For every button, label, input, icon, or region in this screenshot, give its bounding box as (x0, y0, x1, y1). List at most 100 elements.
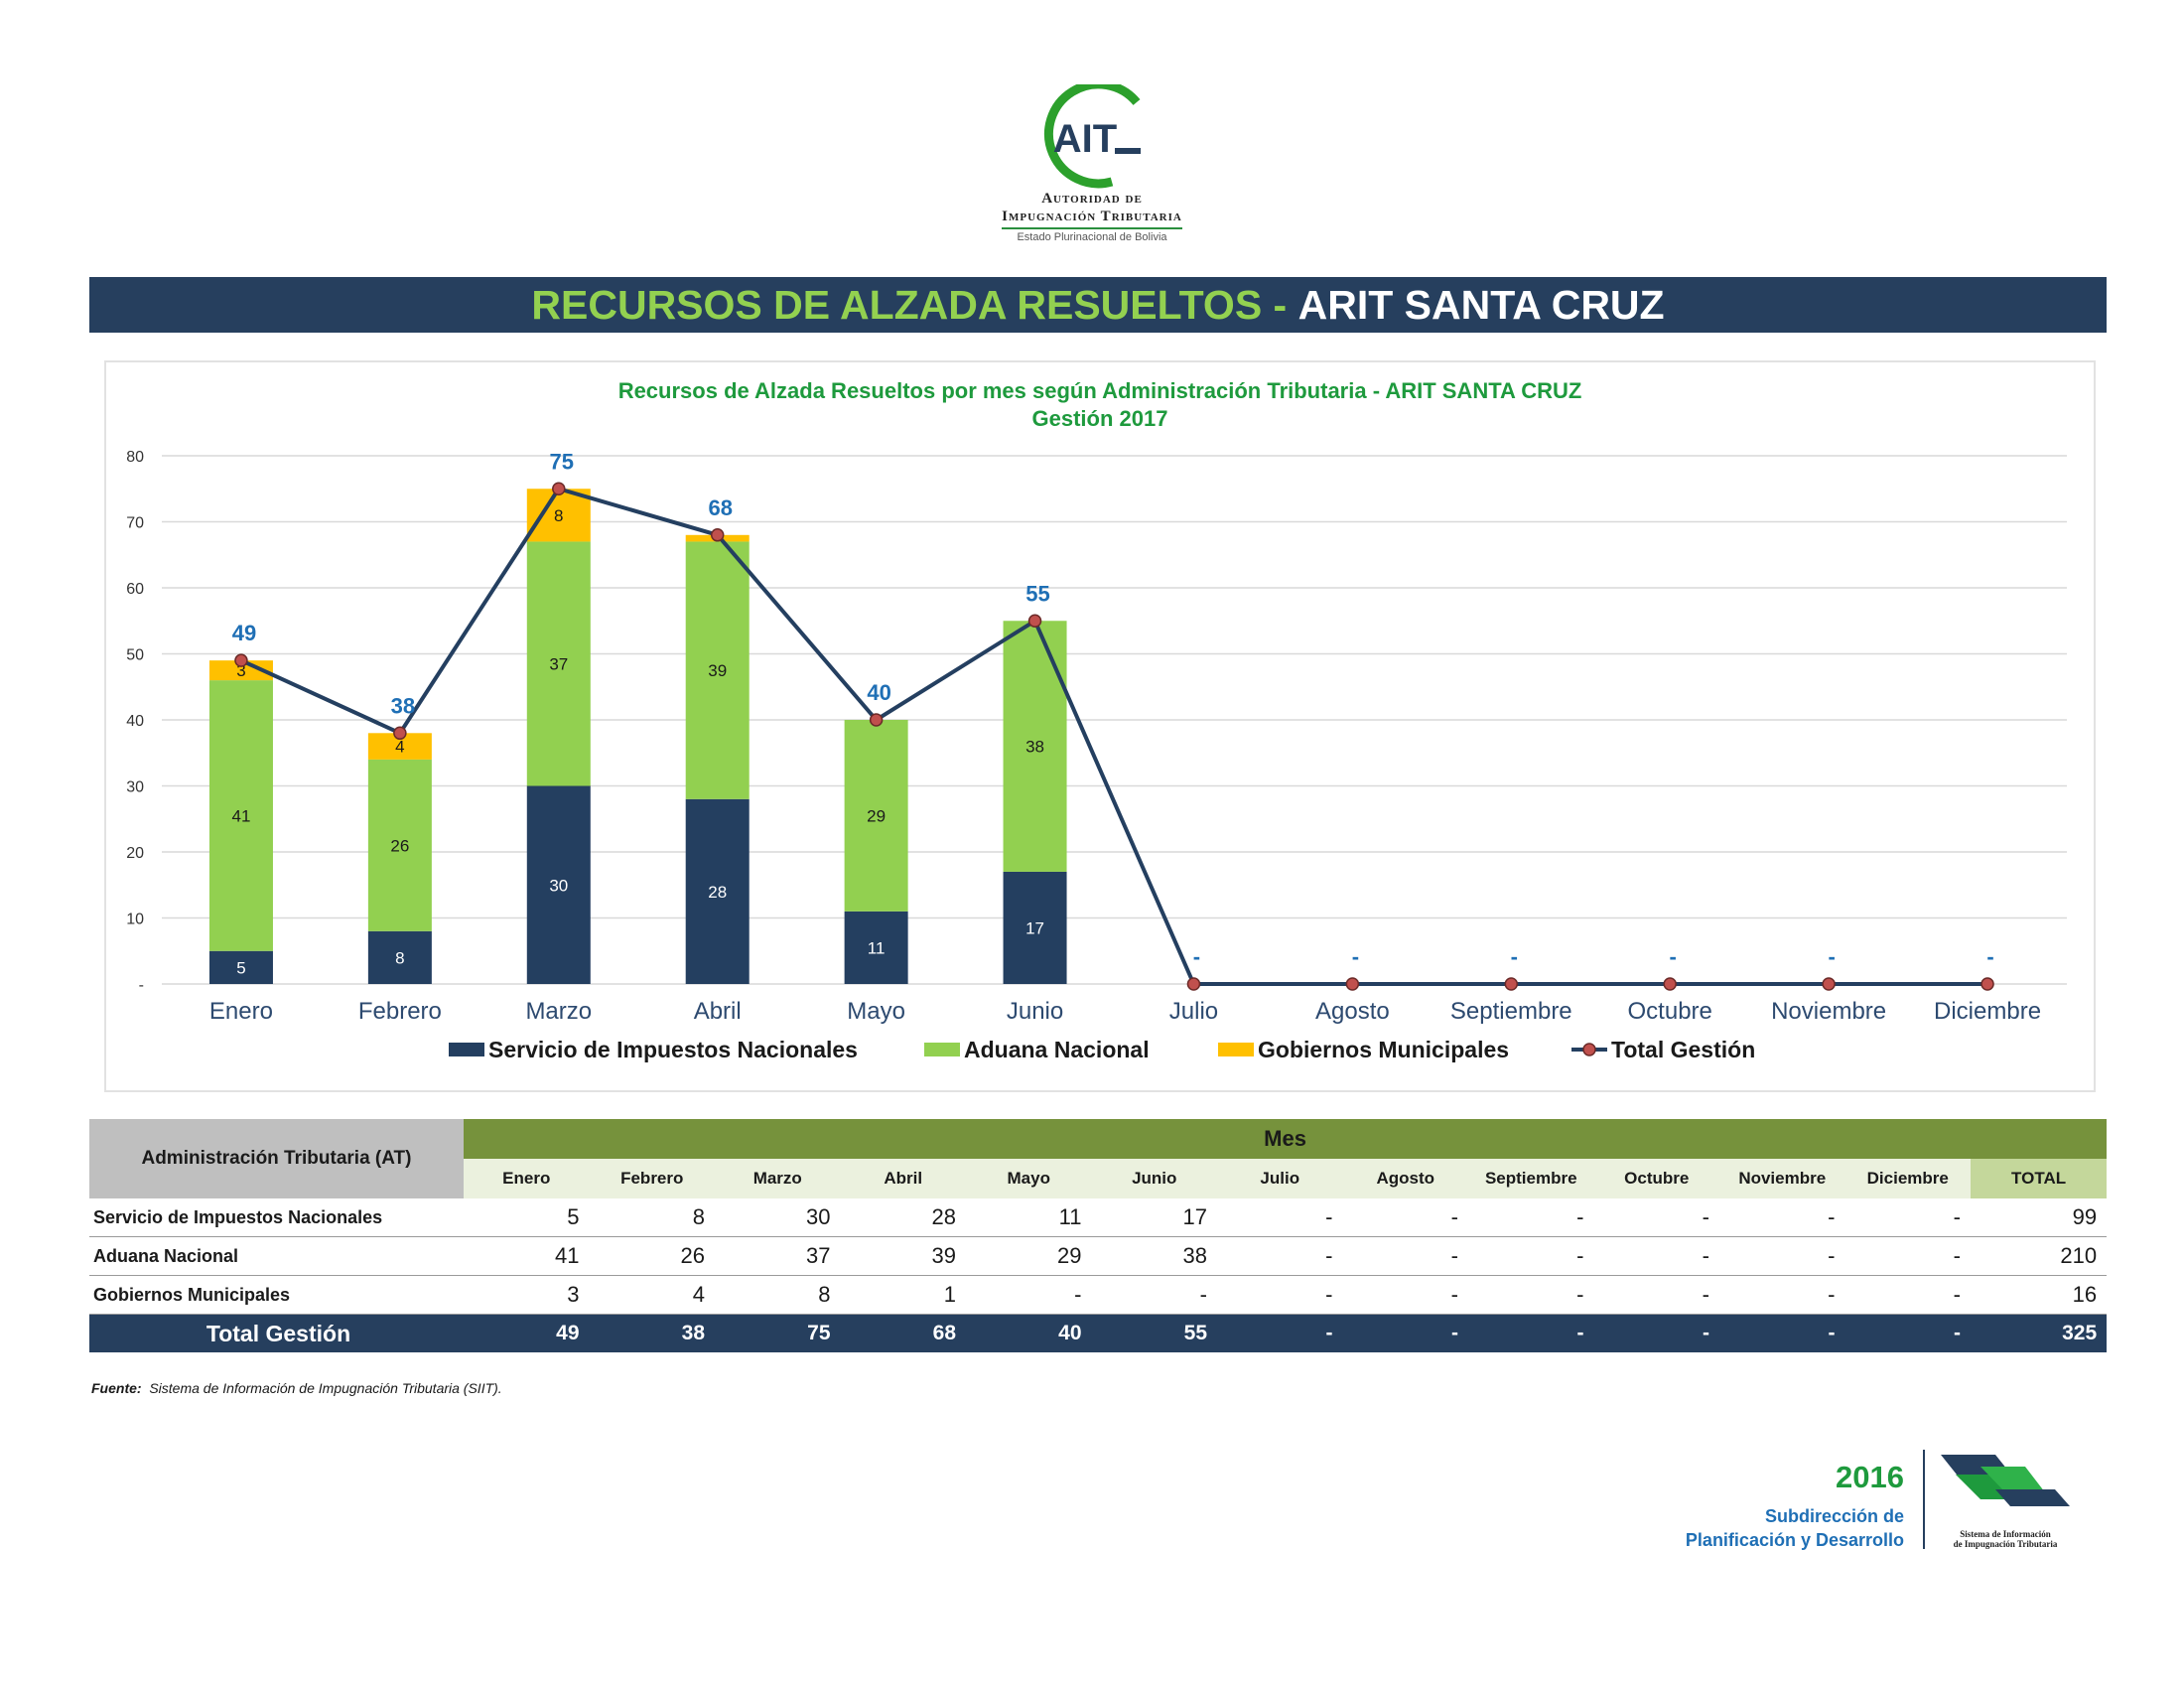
table-cell: - (1593, 1275, 1719, 1315)
footer-year: 2016 (1836, 1460, 1904, 1494)
header-month: Enero (464, 1159, 590, 1198)
total-line-point (552, 482, 566, 495)
total-data-label: - (1193, 944, 1200, 969)
header-month: Mayo (966, 1159, 1092, 1198)
legend-label: Aduana Nacional (964, 1037, 1150, 1062)
bar-servicio-de-impuestos-nacionales (685, 798, 750, 984)
bar-gobiernos-municipales (208, 660, 273, 681)
chart-subtitle: Gestión 2017 (1031, 406, 1168, 431)
table-cell: 11 (966, 1198, 1092, 1237)
table-cell: - (1468, 1314, 1594, 1352)
table-cell: 8 (715, 1275, 841, 1315)
table-cell: 4 (589, 1275, 715, 1315)
table-cell: 37 (715, 1236, 841, 1276)
total-data-label: - (1670, 944, 1677, 969)
logo-line-2: Impugnación Tributaria (1002, 209, 1182, 229)
bar-aduana-nacional (367, 759, 432, 931)
bar-aduana-nacional (1003, 621, 1067, 872)
total-line-point (1345, 977, 1360, 991)
table-cell: - (1217, 1236, 1343, 1276)
bar-aduana-nacional (526, 541, 591, 786)
table-cell: - (1217, 1198, 1343, 1237)
table-cell: - (1091, 1275, 1217, 1315)
table-cell: 17 (1091, 1198, 1217, 1237)
header-month: Febrero (589, 1159, 715, 1198)
x-tick-label: Junio (1007, 998, 1063, 1025)
row-label: Servicio de Impuestos Nacionales (89, 1198, 464, 1237)
total-line-point (1027, 614, 1042, 628)
x-tick-label: Noviembre (1771, 998, 1886, 1025)
legend-label: Gobiernos Municipales (1258, 1037, 1509, 1062)
header-month: Noviembre (1719, 1159, 1845, 1198)
table-cell: 75 (715, 1314, 841, 1352)
table-cell: - (1468, 1198, 1594, 1237)
table-cell: - (1719, 1275, 1845, 1315)
y-tick-label: 30 (126, 779, 144, 796)
bar-servicio-de-impuestos-nacionales (367, 930, 432, 984)
total-line-point (234, 653, 248, 667)
table-cell: - (1593, 1314, 1719, 1352)
table-cell: - (1844, 1198, 1971, 1237)
table-cell: - (1593, 1198, 1719, 1237)
legend-marker (1582, 1043, 1596, 1056)
header-month: Agosto (1342, 1159, 1468, 1198)
source-note: Fuente: Sistema de Información de Impugn… (91, 1380, 502, 1396)
x-tick-label: Diciembre (1934, 998, 2041, 1025)
logo-line-1: Autoridad de (1041, 191, 1143, 207)
total-line-point (393, 726, 407, 741)
bar-data-label: 30 (549, 876, 568, 895)
table-cell: - (1593, 1236, 1719, 1276)
y-tick-label: 50 (126, 647, 144, 664)
total-data-label: 75 (550, 449, 574, 474)
table-cell: 30 (715, 1198, 841, 1237)
y-tick-label: - (139, 977, 144, 994)
table-cell: - (1468, 1236, 1594, 1276)
total-line-point (1980, 977, 1994, 991)
row-total: 210 (1971, 1236, 2108, 1276)
table-cell: 26 (589, 1236, 715, 1276)
table-cell: - (1844, 1236, 1971, 1276)
source-label: Fuente: (91, 1380, 142, 1396)
bar-data-label: 28 (708, 883, 727, 902)
table-cell: - (1217, 1275, 1343, 1315)
table-cell: 1 (840, 1275, 966, 1315)
legend-swatch (924, 1043, 960, 1056)
total-line-point (1186, 977, 1201, 991)
ait-logo-mark-icon: AIT (1043, 84, 1141, 189)
total-data-label: - (1511, 944, 1518, 969)
table-cell: - (1217, 1314, 1343, 1352)
header-mes: Mes (464, 1119, 2108, 1159)
row-total: 325 (1971, 1314, 2108, 1352)
table-cell: - (1719, 1236, 1845, 1276)
header-month: Abril (840, 1159, 966, 1198)
total-line (240, 486, 1988, 986)
bar-data-label: 11 (868, 938, 886, 957)
row-label: Gobiernos Municipales (89, 1275, 464, 1315)
x-tick-label: Marzo (525, 998, 592, 1025)
table-cell: 28 (840, 1198, 966, 1237)
siit-logo-line-2: de Impugnación Tributaria (1953, 1539, 2058, 1549)
y-tick-label: 70 (126, 515, 144, 532)
table-cell: - (1719, 1198, 1845, 1237)
table-cell: 41 (464, 1236, 590, 1276)
bar-data-label: 8 (554, 506, 563, 525)
y-tick-label: 60 (126, 581, 144, 598)
footer-line-2: Planificación y Desarrollo (1685, 1530, 1904, 1550)
bar-data-label: 41 (231, 806, 250, 825)
legend-swatch (449, 1043, 484, 1056)
total-data-label: 55 (1025, 581, 1049, 606)
bar-data-label: 29 (867, 806, 886, 825)
table-cell: - (1468, 1275, 1594, 1315)
total-line-point (1504, 977, 1519, 991)
total-data-label: 49 (232, 621, 256, 645)
header-total: TOTAL (1971, 1159, 2108, 1198)
bar-data-label: 17 (1025, 918, 1044, 937)
bar-servicio-de-impuestos-nacionales (526, 785, 591, 984)
table-cell: 29 (966, 1236, 1092, 1276)
x-tick-label: Agosto (1315, 998, 1390, 1025)
total-data-label: - (1828, 944, 1835, 969)
x-tick-label: Abril (694, 998, 742, 1025)
table-cell: 3 (464, 1275, 590, 1315)
table-cell: - (1342, 1236, 1468, 1276)
page-title-green: RECURSOS DE ALZADA RESUELTOS - (531, 281, 1288, 328)
